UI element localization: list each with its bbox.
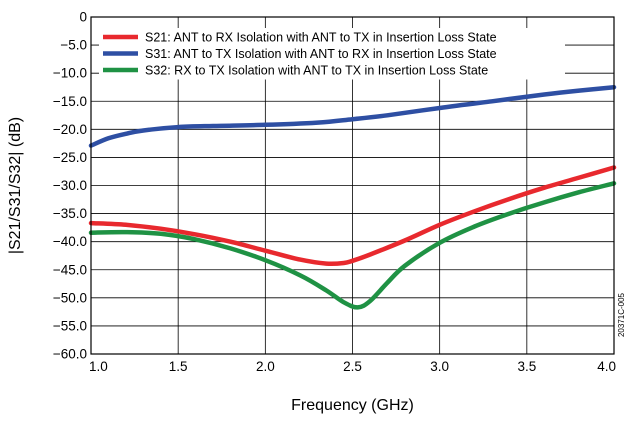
y-tick-label: −35.0 xyxy=(53,206,87,221)
y-tick-label: −40.0 xyxy=(53,234,87,249)
legend-label-s32: S32: RX to TX Isolation with ANT to TX i… xyxy=(145,64,488,78)
y-tick-label: −55.0 xyxy=(53,318,87,333)
tick-labels: 0 −5.0 −10.0 −15.0 −20.0 −25.0 −30.0 −35.0 −40.0… xyxy=(53,10,616,375)
x-tick-label: 2.5 xyxy=(343,359,362,374)
plot-frame xyxy=(90,16,615,355)
legend-label-s31: S31: ANT to TX Isolation with ANT to RX … xyxy=(145,47,497,61)
series-lines xyxy=(88,84,617,310)
x-tick-label: 3.0 xyxy=(430,359,449,374)
legend-box xyxy=(99,28,565,80)
series-line-s32 xyxy=(88,181,617,310)
y-axis-title: |S21/S31/S32| (dB) xyxy=(7,117,24,254)
y-tick-label: −20.0 xyxy=(53,122,87,137)
y-tick-label: −30.0 xyxy=(53,178,87,193)
series-line-s31 xyxy=(88,84,617,148)
y-tick-label: −5.0 xyxy=(60,38,87,53)
x-tick-label: 3.5 xyxy=(517,359,536,374)
x-tick-label: 4.0 xyxy=(597,359,616,374)
figure-id-watermark: 20371C-005 xyxy=(617,292,626,337)
series-line-s21 xyxy=(88,165,617,267)
y-tick-label: −50.0 xyxy=(53,290,87,305)
x-tick-label: 2.0 xyxy=(256,359,275,374)
legend: S21: ANT to RX Isolation with ANT to TX … xyxy=(99,28,565,80)
x-tick-label: 1.0 xyxy=(89,359,108,374)
y-tick-label: −25.0 xyxy=(53,150,87,165)
y-tick-label: −15.0 xyxy=(53,94,87,109)
y-tick-label: −45.0 xyxy=(53,262,87,277)
legend-label-s21: S21: ANT to RX Isolation with ANT to TX … xyxy=(145,31,497,45)
y-tick-label: 0 xyxy=(79,10,87,25)
x-axis-title: Frequency (GHz) xyxy=(291,397,414,414)
y-tick-label: −10.0 xyxy=(53,66,87,81)
y-tick-label: −60.0 xyxy=(53,347,87,362)
x-tick-label: 1.5 xyxy=(169,359,188,374)
